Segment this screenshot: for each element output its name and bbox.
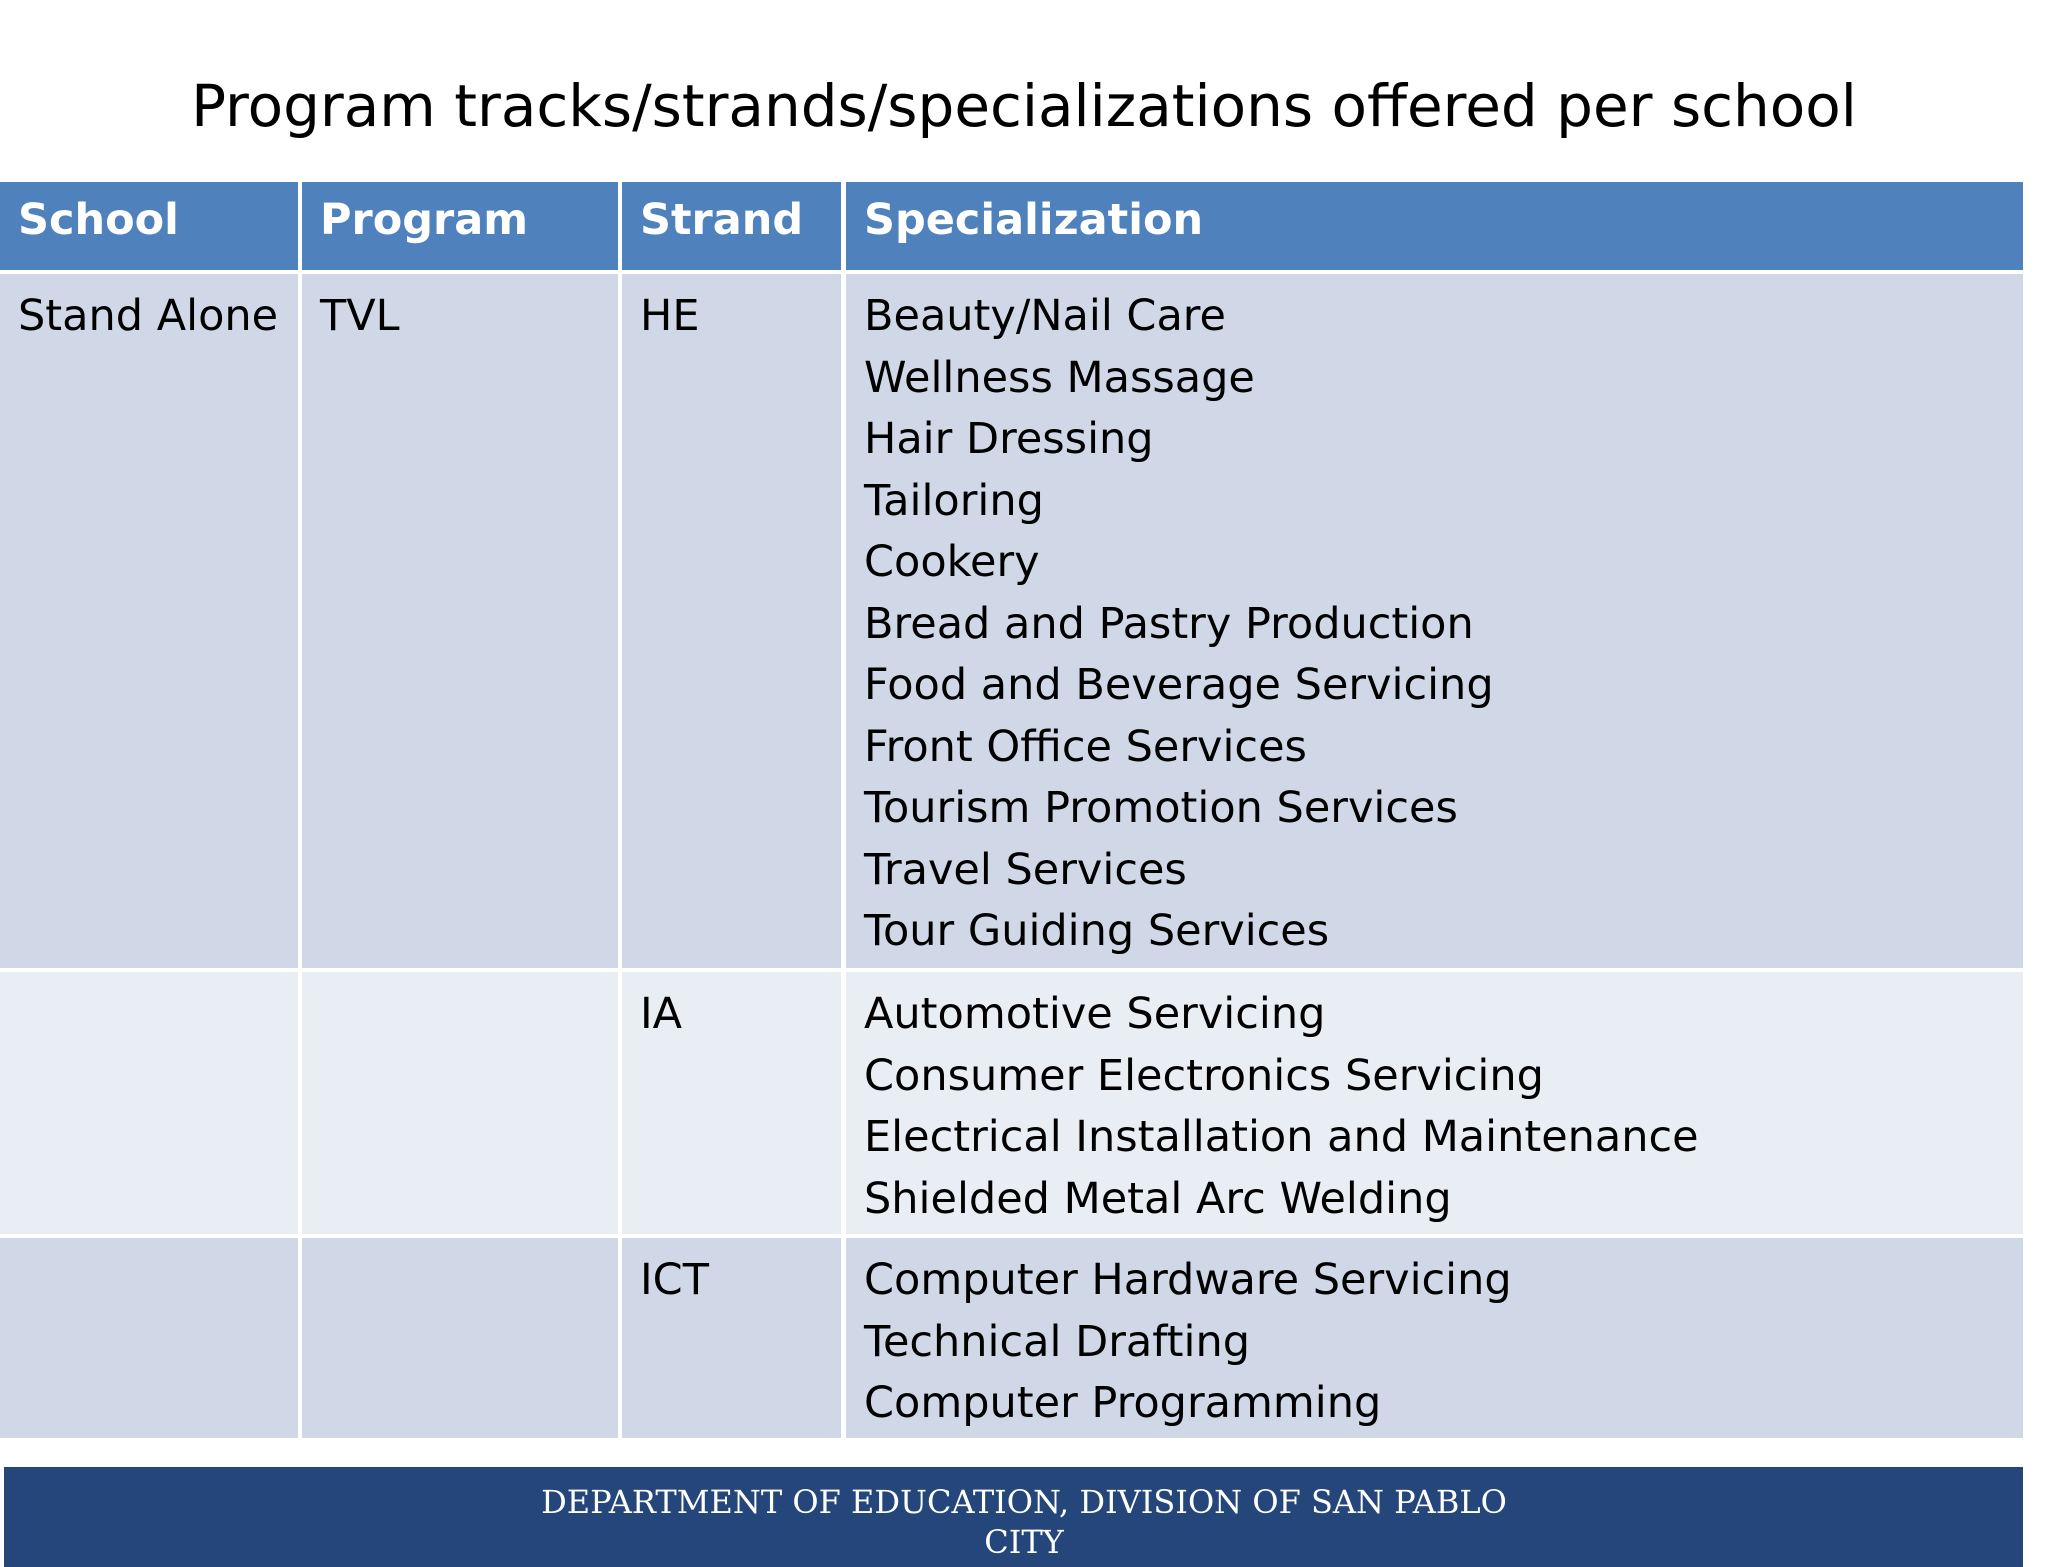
empty-cell xyxy=(302,1238,618,1438)
header-cell: Strand xyxy=(622,182,841,270)
specialization: Shielded Metal Arc Welding xyxy=(864,1173,1452,1224)
specialization: Computer Programming xyxy=(864,1378,1382,1428)
specialization: Travel Services xyxy=(864,844,1187,895)
specialization: Technical Drafting xyxy=(864,1316,1250,1367)
school-cell: Stand Alone xyxy=(0,274,298,968)
slide-title: Program tracks/strands/specializations o… xyxy=(191,72,1857,140)
header-cell: Program xyxy=(302,182,618,270)
empty-cell xyxy=(0,972,298,1234)
specialization: Automotive Servicing xyxy=(864,989,1326,1039)
specialization-cell: Automotive Servicing Consumer Electronics… xyxy=(846,972,2023,1234)
specialization: Front Office Services xyxy=(864,721,1307,772)
empty-cell xyxy=(0,1238,298,1438)
program-cell: TVL xyxy=(302,274,618,968)
specialization-cell: Computer Hardware Servicing Technical Dra… xyxy=(846,1238,2023,1438)
strand-cell: ICT xyxy=(622,1238,841,1438)
specialization: Tailoring xyxy=(864,475,1044,526)
specialization: Tourism Promotion Services xyxy=(864,783,1458,833)
specialization: Computer Hardware Servicing xyxy=(864,1255,1512,1305)
header-cell: Specialization xyxy=(846,182,2023,270)
header-cell: School xyxy=(0,182,298,270)
strand-cell: IA xyxy=(622,972,841,1234)
specialization: Beauty/Nail Care xyxy=(864,291,1226,341)
specialization: Electrical Installation and Maintenance xyxy=(864,1112,1699,1162)
specialization: Wellness Massage xyxy=(864,352,1255,403)
strand-cell: HE xyxy=(622,274,841,968)
specialization: Tour Guiding Services xyxy=(864,906,1330,956)
specialization: Food and Beverage Servicing xyxy=(864,660,1494,710)
footer-text: DEPARTMENT OF EDUCATION, DIVISION OF SAN… xyxy=(541,1483,1507,1561)
specialization: Consumer Electronics Servicing xyxy=(864,1050,1544,1101)
specialization: Cookery xyxy=(864,537,1040,587)
specialization-cell: Beauty/Nail Care Wellness Massage Hair Dre… xyxy=(846,274,2023,968)
specialization: Bread and Pastry Production xyxy=(864,598,1474,649)
specialization: Hair Dressing xyxy=(864,414,1154,464)
empty-cell xyxy=(302,972,618,1234)
